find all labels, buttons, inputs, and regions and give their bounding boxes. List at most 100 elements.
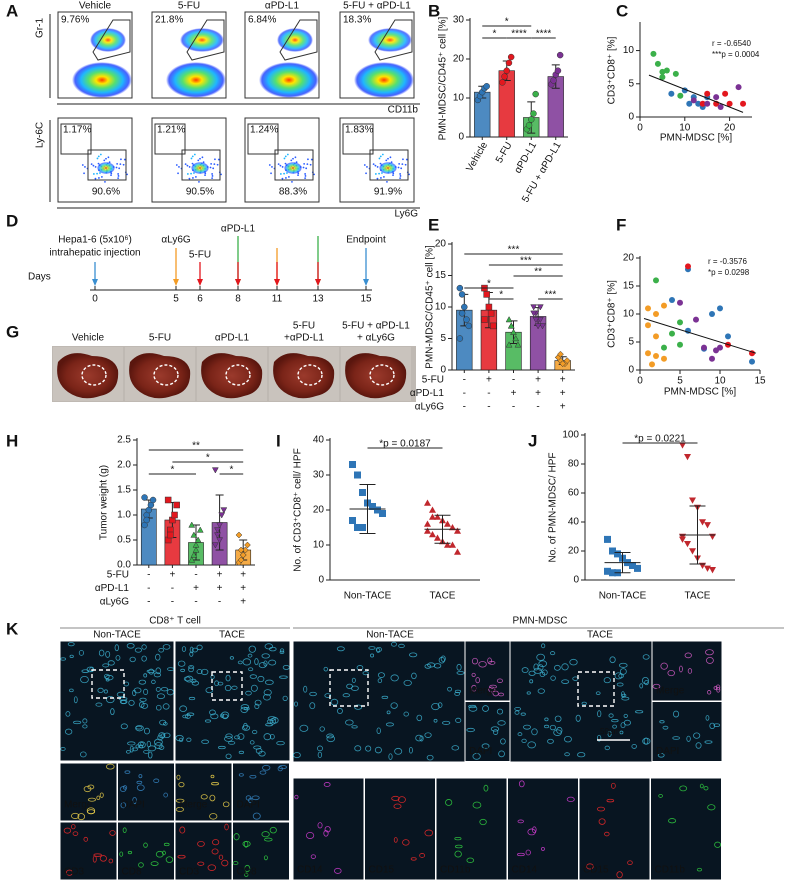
cell <box>138 679 147 685</box>
section-title: CD8⁺ T cell <box>149 616 201 627</box>
event <box>210 162 213 165</box>
event <box>107 156 110 159</box>
cell <box>388 753 393 760</box>
flow-plot <box>57 117 133 203</box>
cell <box>250 684 258 692</box>
data-point <box>512 334 520 342</box>
data-point <box>369 503 376 510</box>
cell <box>604 745 610 751</box>
data-point <box>650 50 657 57</box>
cell <box>641 676 649 685</box>
data-point <box>609 547 616 555</box>
data-point <box>645 350 651 357</box>
condition-sign: + <box>560 388 566 399</box>
cell <box>553 664 561 671</box>
event <box>381 153 384 156</box>
cell <box>336 708 343 714</box>
cell <box>264 679 274 686</box>
event <box>286 153 289 156</box>
column-title: Non-TACE <box>366 630 414 641</box>
cell <box>247 653 253 658</box>
cell <box>481 743 490 749</box>
micrograph-tile <box>232 762 290 822</box>
cell <box>157 734 163 741</box>
cell <box>536 653 545 661</box>
data-point <box>709 355 715 362</box>
condition-label: αLy6G <box>100 597 130 608</box>
cell <box>695 742 702 749</box>
data-point <box>449 524 456 531</box>
cell <box>265 723 273 727</box>
cell <box>225 753 232 759</box>
channel-label: Merge <box>656 686 685 697</box>
x-tick-label: Vehicle <box>464 140 490 174</box>
cell <box>224 684 232 692</box>
liver <box>273 353 335 399</box>
cell <box>684 652 692 659</box>
cell <box>166 689 174 696</box>
cell <box>309 702 316 710</box>
data-point <box>717 104 724 111</box>
channel-label: CD14 <box>512 865 538 876</box>
y-tick-label: 20 <box>313 505 325 516</box>
x-axis-label: PMN-MDSC [%] <box>664 387 736 398</box>
cell <box>456 663 462 671</box>
condition-label: αLy6G <box>415 402 445 413</box>
cell <box>196 669 203 675</box>
y-tick-label: 30 <box>313 470 325 481</box>
cell <box>451 745 460 751</box>
cell <box>608 713 614 718</box>
cell <box>532 826 537 834</box>
data-point <box>693 316 699 323</box>
cell <box>699 783 704 789</box>
event <box>191 155 194 158</box>
cell <box>99 855 107 862</box>
event <box>216 163 219 166</box>
tumor-outline <box>297 364 323 386</box>
cell <box>120 802 127 809</box>
cell <box>549 724 557 731</box>
gate <box>186 19 225 61</box>
data-point <box>237 546 245 554</box>
cell <box>696 867 703 872</box>
significance-label: * <box>229 465 233 476</box>
condition-sign: + <box>535 388 541 399</box>
cell <box>431 702 440 711</box>
data-point <box>507 53 515 61</box>
cell <box>487 657 492 665</box>
cell <box>263 660 268 667</box>
gate-percent: 18.3% <box>343 15 371 26</box>
cell <box>254 703 260 709</box>
condition-sign: - <box>171 583 174 594</box>
column-title: αPD-L1 <box>265 1 300 12</box>
x-tick-label: Non-TACE <box>599 591 647 602</box>
data-point <box>490 322 497 330</box>
data-point <box>525 122 533 129</box>
cell <box>243 707 250 711</box>
cell <box>514 710 520 715</box>
x-axis-label: PMN-MDSC [%] <box>660 133 732 144</box>
cell <box>63 827 72 834</box>
cell <box>323 830 329 837</box>
day-label: 13 <box>312 294 324 305</box>
cell <box>336 646 345 652</box>
data-point <box>677 319 683 326</box>
y-tick-label: 80 <box>568 459 580 470</box>
data-point <box>149 496 157 504</box>
cell <box>334 867 342 874</box>
sd-bar <box>434 514 451 544</box>
panel-label: G <box>6 322 19 341</box>
cell <box>409 652 418 658</box>
significance-label: *p = 0.0187 <box>379 439 431 450</box>
event <box>90 163 93 165</box>
cell <box>541 643 546 649</box>
data-point <box>661 355 667 362</box>
cell <box>569 658 578 666</box>
day-label: 5 <box>173 294 179 305</box>
data-point <box>532 316 540 324</box>
event-label: αLy6G <box>161 235 191 246</box>
cell <box>153 672 161 678</box>
gate-percent: 1.83% <box>345 125 373 136</box>
cell <box>391 795 400 801</box>
data-point <box>374 506 381 514</box>
